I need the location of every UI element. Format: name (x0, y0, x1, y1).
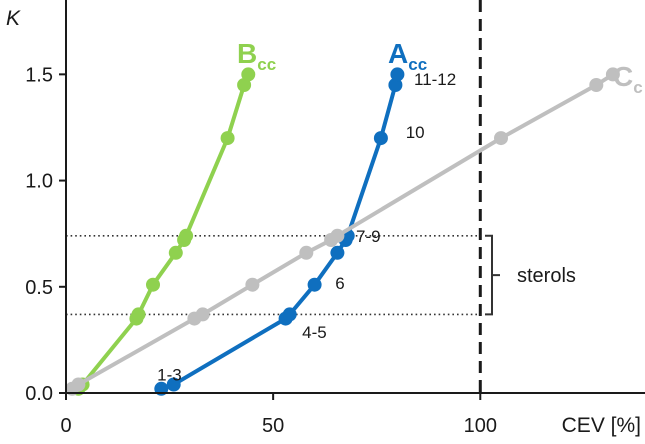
series-label-sub-2: c (633, 78, 642, 97)
x-tick-label-0: 0 (60, 415, 71, 437)
series-0-point-5 (168, 245, 183, 260)
y-tick-label-3: 1.5 (25, 64, 53, 86)
series-label-sub-1: cc (408, 55, 427, 74)
x-tick-label-1: 50 (262, 415, 284, 437)
point-annotation-5: 11-12 (414, 70, 456, 89)
axes (59, 0, 645, 400)
bracket-label: sterols (517, 265, 576, 287)
series-1-point-9 (388, 78, 403, 92)
series-label-main-1: A (388, 38, 408, 69)
series-2-point-8 (494, 131, 508, 146)
series-1-point-8 (373, 131, 388, 146)
y-tick-label-0: 0.0 (25, 383, 53, 405)
series-label-1: Acc (388, 38, 427, 74)
series-line-0 (76, 73, 251, 391)
series-2-point-1 (71, 377, 86, 392)
series-2-point-7 (330, 228, 345, 243)
series-2-point-10 (605, 67, 620, 82)
series-label-main-2: C (613, 61, 633, 92)
series-0-point-10 (241, 67, 256, 82)
x-axis-label: CEV [%] (562, 414, 641, 437)
sterols-bracket (485, 234, 500, 316)
series-1-point-5 (330, 245, 345, 260)
series-0-point-7 (179, 228, 194, 243)
point-annotation-0: 1-3 (157, 365, 182, 384)
y-tick-label-2: 1.0 (25, 171, 53, 193)
series-2-point-4 (245, 277, 260, 292)
series-label-2: Cc (613, 61, 643, 97)
series-0-point-4 (146, 277, 160, 292)
series-2-point-9 (589, 78, 604, 92)
series-1-point-4 (307, 277, 322, 292)
series-0-point-8 (220, 131, 235, 146)
point-annotation-1: 4-5 (302, 323, 327, 342)
reference-lines (66, 0, 500, 393)
point-annotation-2: 6 (335, 274, 344, 293)
series-0-point-9 (237, 78, 252, 92)
y-axis-label: K (6, 7, 21, 30)
y-tick-label-1: 0.5 (25, 277, 53, 299)
series-group (65, 67, 620, 396)
x-tick-label-2: 100 (464, 415, 497, 437)
series-label-main-0: B (237, 38, 257, 69)
series-1-point-10 (390, 67, 405, 82)
series-label-sub-0: cc (257, 55, 276, 74)
point-annotation-4: 10 (406, 123, 425, 142)
series-1-point-3 (282, 307, 297, 322)
series-1-point-1 (166, 377, 181, 392)
series-0-point-3 (131, 307, 146, 322)
series-2-point-3 (195, 307, 210, 322)
point-annotation-3: 7-9 (356, 227, 381, 246)
series-2-point-5 (299, 245, 314, 260)
series-label-0: Bcc (237, 38, 276, 74)
